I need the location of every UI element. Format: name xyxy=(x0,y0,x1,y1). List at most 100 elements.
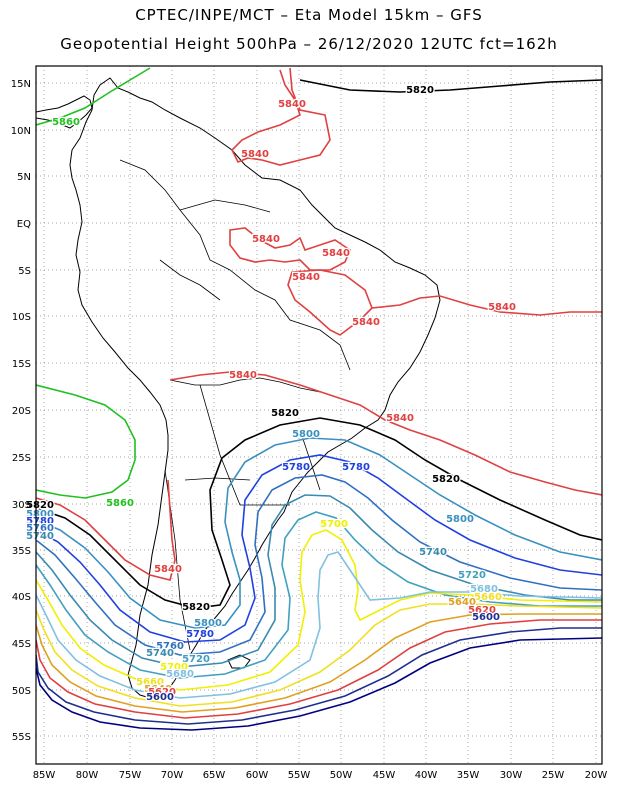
contour-label: 5820 xyxy=(406,85,434,96)
contour-5720 xyxy=(36,511,602,679)
map-grid xyxy=(36,66,602,764)
longitude-tick-label: 25W xyxy=(542,770,565,781)
contour-lines xyxy=(36,67,602,731)
latitude-tick-label: 5S xyxy=(18,266,31,277)
contour-label: 5740 xyxy=(146,648,174,659)
longitude-tick-label: 80W xyxy=(76,770,99,781)
falkland-islands xyxy=(227,654,251,669)
longitude-tick-label: 40W xyxy=(415,770,438,781)
latitude-tick-label: 15N xyxy=(11,79,31,90)
contour-label: 5840 xyxy=(488,302,516,313)
contour-label: 5820 xyxy=(26,500,54,511)
contour-5840-central xyxy=(287,269,373,336)
contour-5700 xyxy=(36,529,602,691)
contour-label: 5840 xyxy=(154,564,182,575)
contour-5800 xyxy=(36,437,602,629)
contour-5620 xyxy=(36,619,602,719)
contour-label: 5780 xyxy=(342,462,370,473)
contour-label: 5840 xyxy=(292,272,320,283)
latitude-tick-label: 55S xyxy=(12,732,31,743)
latitude-tick-label: 40S xyxy=(12,592,31,603)
contour-label: 5700 xyxy=(160,662,188,673)
contour-label: 5620 xyxy=(468,605,496,616)
latitude-tick-label: 35S xyxy=(12,546,31,557)
contour-label: 5840 xyxy=(278,99,306,110)
contour-label: 5660 xyxy=(474,592,502,603)
contour-label: 5600 xyxy=(472,612,500,623)
contour-5740 xyxy=(36,494,602,668)
latitude-tick-label: EQ xyxy=(17,219,31,230)
contour-label: 5800 xyxy=(194,618,222,629)
contour-5840-north xyxy=(231,67,331,166)
contour-labels: 5820 5840 5840 5840 5840 5840 5840 5840 5840 5840… xyxy=(25,84,517,705)
contour-5840-band xyxy=(169,371,602,496)
longitude-tick-label: 75W xyxy=(119,770,142,781)
contour-label: 5800 xyxy=(292,429,320,440)
contour-label: 5820 xyxy=(271,408,299,419)
contour-label: 5640 xyxy=(144,684,172,695)
contour-label: 5780 xyxy=(26,516,54,527)
contour-label: 5820 xyxy=(432,474,460,485)
contour-5600 xyxy=(36,627,602,725)
contour-label: 5620 xyxy=(148,687,176,698)
map-title: CPTEC/INPE/MCT – Eta Model 15km – GFS xyxy=(135,6,483,24)
contour-label: 5840 xyxy=(386,413,414,424)
contour-label: 5640 xyxy=(448,597,476,608)
contour-label: 5800 xyxy=(446,514,474,525)
contour-label: 5860 xyxy=(52,117,80,128)
contour-label: 5740 xyxy=(26,531,54,542)
contour-label: 5780 xyxy=(282,462,310,473)
contour-5680 xyxy=(36,551,602,699)
contour-label: 5840 xyxy=(241,149,269,160)
longitude-tick-label: 35W xyxy=(457,770,480,781)
longitude-tick-label: 55W xyxy=(288,770,311,781)
contour-label: 5660 xyxy=(136,677,164,688)
contour-label: 5840 xyxy=(352,317,380,328)
longitude-tick-label: 50W xyxy=(330,770,353,781)
contour-label: 5700 xyxy=(320,519,348,530)
longitude-tick-label: 65W xyxy=(203,770,226,781)
latitude-tick-label: 10N xyxy=(11,126,31,137)
latitude-tick-label: 20S xyxy=(12,406,31,417)
longitude-tick-label: 30W xyxy=(500,770,523,781)
contour-5780 xyxy=(36,454,602,643)
contour-label: 5740 xyxy=(419,547,447,558)
contour-label: 5840 xyxy=(229,370,257,381)
contour-5840-east xyxy=(371,295,602,316)
latitude-tick-label: 50S xyxy=(12,686,31,697)
contour-5660 xyxy=(36,603,602,707)
latitude-tick-label: 10S xyxy=(12,312,31,323)
longitude-labels: 85W 80W 75W 70W 65W 60W 55W 50W 45W 40W 35W 30W 25W 2… xyxy=(33,770,608,781)
contour-5860-north xyxy=(36,67,151,126)
contour-label: 5720 xyxy=(458,570,486,581)
contour-5840-amazon xyxy=(229,227,351,271)
contour-label: 5680 xyxy=(166,669,194,680)
map-subtitle: Geopotential Height 500hPa – 26/12/2020 … xyxy=(60,35,558,53)
contour-5820-main xyxy=(36,417,602,609)
contour-label: 5860 xyxy=(106,498,134,509)
longitude-tick-label: 70W xyxy=(161,770,184,781)
contour-5580 xyxy=(36,637,602,731)
latitude-tick-label: 45S xyxy=(12,639,31,650)
longitude-tick-label: 45W xyxy=(373,770,396,781)
longitude-tick-label: 60W xyxy=(246,770,269,781)
contour-label: 5600 xyxy=(146,692,174,703)
map-frame xyxy=(35,65,603,765)
contour-label: 5680 xyxy=(470,584,498,595)
latitude-tick-label: 25S xyxy=(12,453,31,464)
contour-label: 5760 xyxy=(26,523,54,534)
latitude-tick-label: 5N xyxy=(17,172,31,183)
contour-label: 5720 xyxy=(182,654,210,665)
contour-5640 xyxy=(36,613,602,713)
latitude-tick-label: 30S xyxy=(12,500,31,511)
longitude-tick-label: 20W xyxy=(585,770,608,781)
contour-label: 5820 xyxy=(182,602,210,613)
contour-5820-north xyxy=(299,79,602,93)
contour-label: 5780 xyxy=(186,629,214,640)
south-america-coastline xyxy=(69,77,441,699)
contour-label: 5840 xyxy=(322,248,350,259)
latitude-labels: 15N 10N 5N EQ 5S 10S 15S 20S 25S 30S 35S 40S 45S 50S 5… xyxy=(11,79,31,743)
contour-label: 5840 xyxy=(252,234,280,245)
contour-5760 xyxy=(36,474,602,656)
